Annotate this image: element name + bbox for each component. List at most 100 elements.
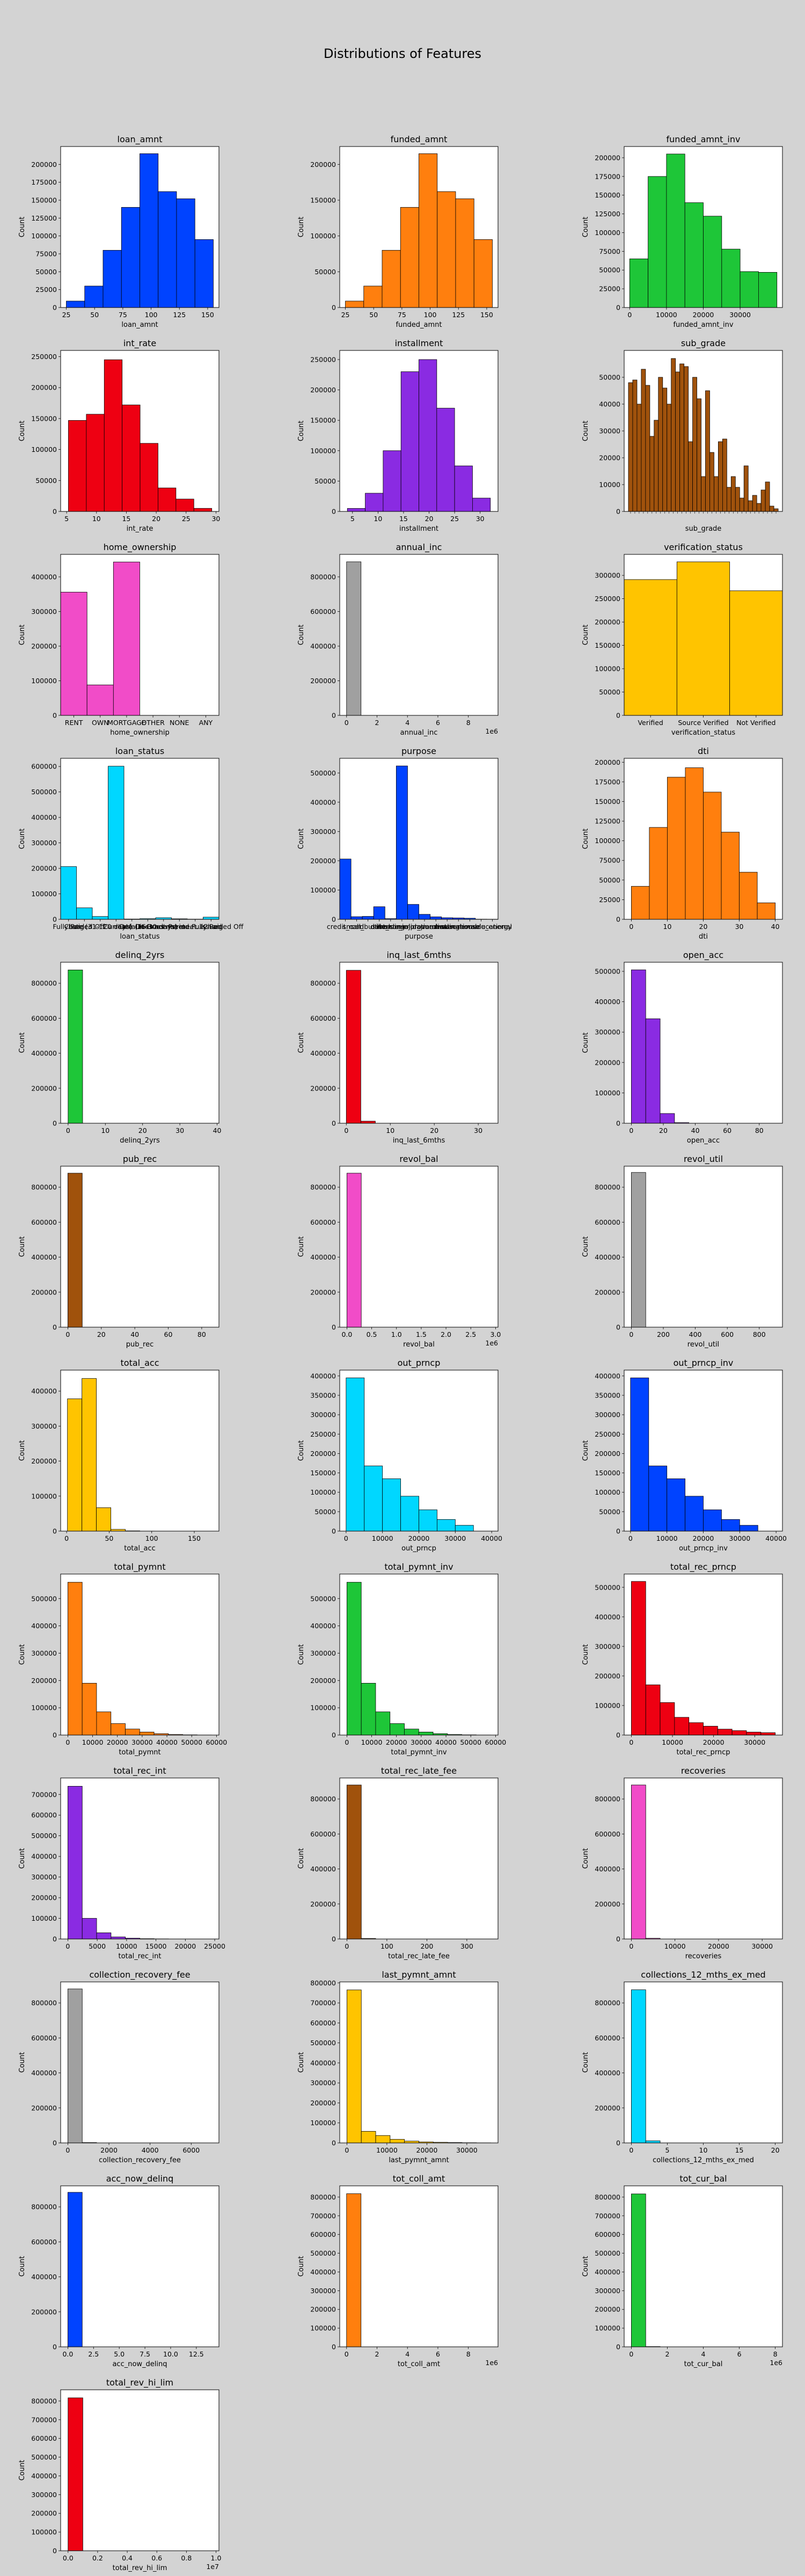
x-tick-label: 10000 [656,311,677,319]
y-tick-label: 400000 [31,2069,57,2077]
x-tick-label: 60000 [485,1738,507,1746]
y-tick-label: 50000 [599,374,620,382]
x-tick-label: MORTGAGE [107,719,146,727]
x-axis-label: installment [399,525,438,533]
y-axis-label: Count [18,1236,26,1257]
plot-frame [339,1574,499,1736]
bar [679,363,685,512]
bar [86,414,105,512]
y-tick-label: 400000 [310,1049,336,1057]
bar [68,969,83,1124]
y-tick-label: 500000 [310,2039,336,2047]
y-tick-label: 300000 [595,1642,620,1650]
bar [404,1729,419,1736]
x-axis-label: out_prncp [401,1545,436,1553]
x-tick-label: Fully Paid [53,923,84,931]
y-tick-label: 0 [332,712,336,720]
bar [685,767,704,920]
bar [390,1723,405,1736]
y-tick-label: 500000 [310,1594,336,1602]
y-tick-label: 200000 [31,1677,57,1685]
x-tick-label: 30000 [729,311,751,319]
y-tick-label: 0 [616,2343,620,2351]
bar [140,443,158,512]
x-tick-label: 2.5 [465,1330,476,1338]
x-tick-label: 0 [65,1738,70,1746]
chart-total-pymnt-inv: 0 10000 20000 30000 40000 50000 60000 0 100000 20… [297,1562,506,1757]
y-tick-label: 10000 [599,481,620,489]
y-tick-label: 150000 [31,414,57,422]
y-tick-label: 200000 [595,1058,620,1066]
y-tick-label: 250000 [310,1430,336,1438]
x-tick-label: 0 [65,1942,70,1950]
x-tick-label: house [459,923,480,931]
y-axis-label: Count [582,2052,590,2073]
x-tick-label: 5000 [89,1942,106,1950]
plot-frame [60,554,219,716]
y-tick-label: 400000 [595,1613,620,1621]
x-tick-label: 50000 [460,1738,481,1746]
chart-open-acc: 0 20 40 60 80 0 100000 200000 300000 400000 500000… [582,950,783,1145]
x-tick-label: 20 [425,515,434,523]
y-tick-label: 200000 [310,857,336,865]
y-axis-label: Count [297,2256,305,2277]
plot-background [340,1166,498,1327]
x-tick-label: 20 [430,1126,438,1135]
x-tick-label: 20000 [693,311,714,319]
y-tick-label: 800000 [595,1795,620,1803]
bar [675,371,680,512]
chart-acc-now-delinq: 0.0 2.5 5.0 7.5 10.0 12.5 0 200000 400000 600000 8… [18,2174,219,2368]
x-tick-label: Late (16-30 days) [118,923,178,931]
x-tick-label: 60 [164,1330,173,1338]
y-tick-label: 300000 [31,2491,57,2499]
x-tick-label: 20 [771,2146,780,2154]
chart-funded-amnt: 25 50 75 100 125 150 0 50000 100000 150000 200000 f… [297,134,499,329]
x-tick-label: 0 [629,923,633,931]
y-tick-label: 400000 [31,1049,57,1057]
y-tick-label: 400000 [310,1372,336,1380]
y-tick-label: 100000 [595,837,620,845]
x-tick-label: 20000 [408,1534,430,1542]
bar [82,1682,97,1736]
y-tick-label: 0 [616,1731,620,1739]
y-tick-label: 400000 [595,1865,620,1873]
x-tick-label: 0.4 [122,2554,133,2562]
x-tick-label: 0.2 [92,2554,103,2562]
bar [375,1711,391,1736]
chart-title: home_ownership [104,542,177,553]
y-tick-label: 400000 [310,1253,336,1261]
x-tick-label: 25000 [204,1942,225,1950]
y-tick-label: 150000 [310,416,336,425]
y-tick-label: 50000 [314,477,336,485]
bar [632,379,638,512]
bar [158,487,177,512]
bar [648,176,667,308]
y-tick-label: 0 [332,2343,336,2351]
y-axis-label: Count [18,2460,26,2481]
bar [631,1989,646,2143]
x-tick-label: 10000 [116,1942,137,1950]
bar [113,561,140,716]
y-tick-label: 300000 [310,2287,336,2295]
x-tick-label: Charged Off [64,923,105,931]
y-tick-label: 200000 [310,1450,336,1458]
x-tick-label: 20000 [416,2146,438,2154]
y-tick-label: 400000 [31,573,57,581]
y-axis-label: Count [297,1033,305,1053]
y-tick-label: 400000 [595,2069,620,2077]
bar [658,377,663,512]
bar [390,2139,405,2143]
x-tick-label: 40000 [481,1534,502,1542]
x-tick-label: 30000 [444,1534,466,1542]
x-tick-label: 30000 [456,2146,478,2154]
plot-frame [339,1166,499,1328]
x-tick-label: 80 [755,1126,764,1135]
bar [645,1018,661,1124]
bar [430,916,442,920]
x-tick-label: 100 [145,311,158,319]
y-tick-label: 400000 [31,1253,57,1261]
y-tick-label: 200000 [310,2099,336,2107]
y-tick-label: 400000 [31,1387,57,1395]
chart-last-pymnt-amnt: 0 10000 20000 30000010000020000030000040000… [297,1970,499,2164]
x-axis-label: dti [699,933,708,941]
